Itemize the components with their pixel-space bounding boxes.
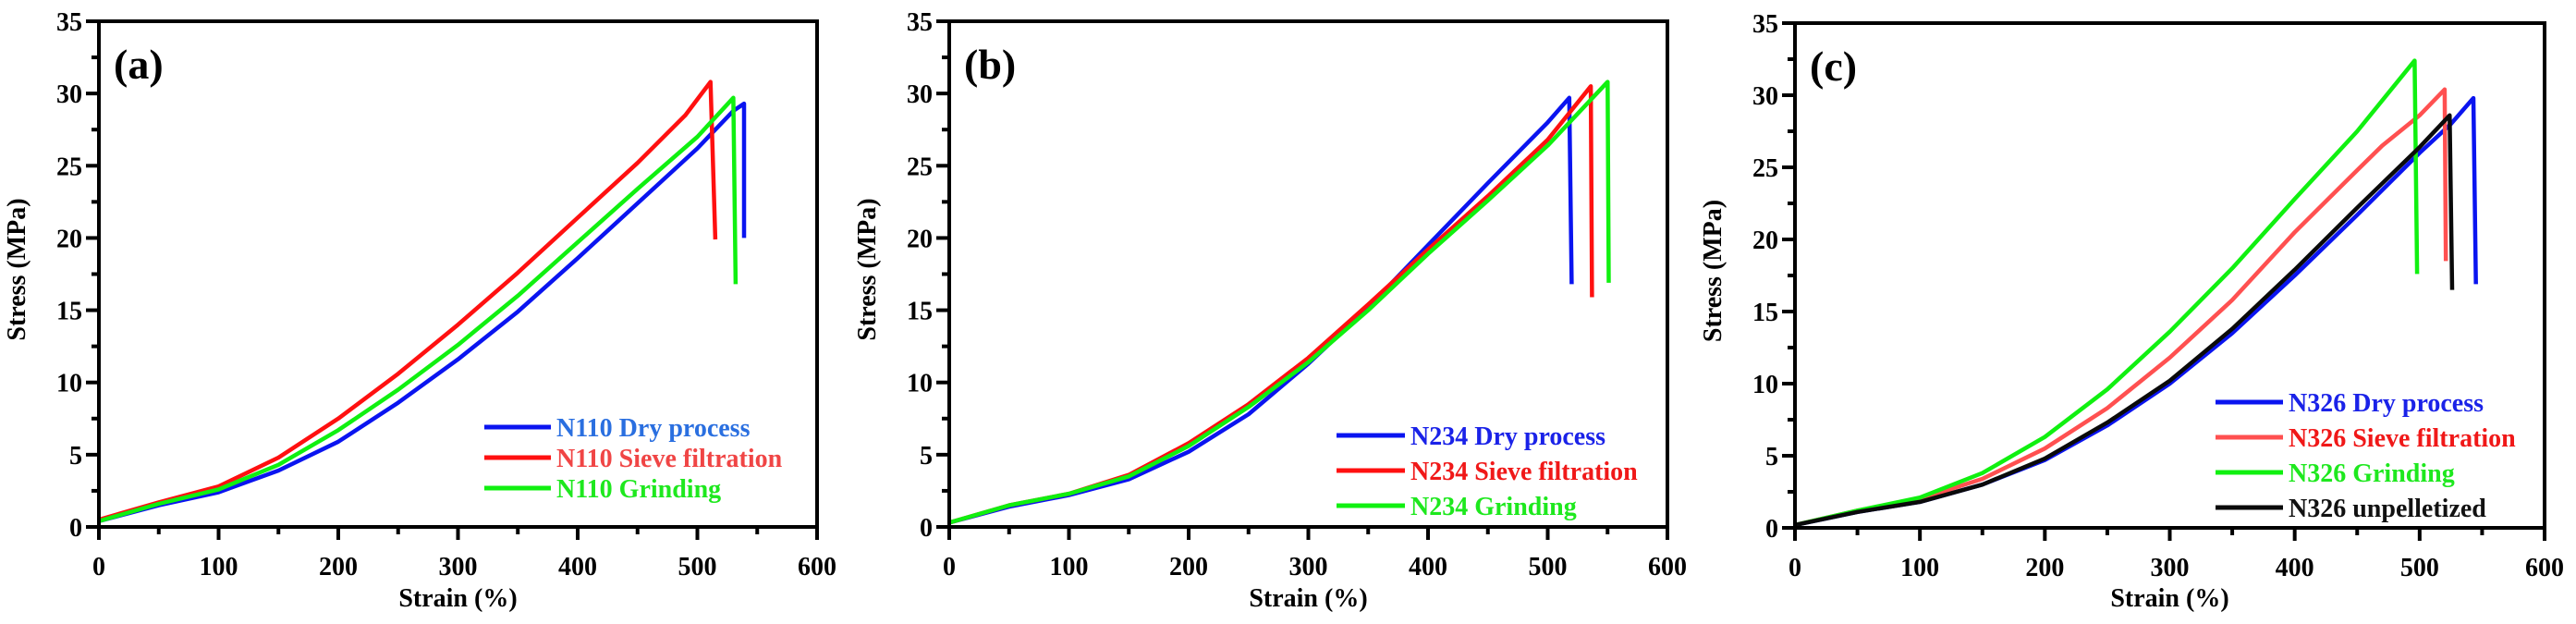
- x-tick-label: 200: [2025, 554, 2064, 582]
- y-tick-label: 10: [1752, 371, 1778, 399]
- y-tick-label: 30: [907, 80, 933, 109]
- x-axis-label: Strain (%): [398, 584, 517, 613]
- y-tick-label: 0: [69, 514, 82, 543]
- y-tick-label: 25: [907, 153, 933, 181]
- legend-label: N234 Sieve filtration: [1410, 458, 1638, 486]
- y-tick-label: 15: [907, 298, 933, 326]
- series-line-4: [1795, 113, 2455, 528]
- x-tick-label: 0: [1789, 554, 1801, 582]
- x-tick-label: 400: [1409, 553, 1447, 581]
- legend-label: N110 Dry process: [556, 414, 751, 443]
- x-tick-label: 400: [558, 553, 597, 581]
- x-tick-label: 500: [2400, 554, 2439, 582]
- y-axis-label: Stress (MPa): [853, 198, 882, 340]
- legend-label: N326 unpelletized: [2289, 495, 2486, 523]
- y-tick-label: 35: [56, 8, 82, 37]
- x-tick-label: 500: [678, 553, 717, 581]
- y-tick-label: 20: [907, 225, 933, 253]
- panel-c: 0 100 200 300 400 500 600 0 5 10 15 20 25 30 35 Strain …: [1699, 10, 2564, 613]
- legend: N234 Dry process N234 Sieve filtration N23…: [1337, 422, 1638, 521]
- x-axis-label: Strain (%): [1249, 584, 1367, 613]
- panel-label: (c): [1810, 43, 1857, 90]
- y-tick-label: 15: [1752, 299, 1778, 327]
- y-tick-label: 25: [1752, 154, 1778, 183]
- legend-label: N326 Grinding: [2289, 459, 2455, 488]
- legend: N326 Dry process N326 Sieve filtration N32…: [2216, 389, 2516, 523]
- y-tick-label: 20: [56, 225, 82, 253]
- panel-label: (a): [114, 41, 164, 88]
- x-tick-label: 200: [1169, 553, 1208, 581]
- series-line-3: [99, 95, 739, 523]
- y-axis-label: Stress (MPa): [3, 198, 31, 340]
- series-line-2: [99, 80, 718, 522]
- y-tick-label: 15: [56, 298, 82, 326]
- y-tick-label: 35: [1752, 10, 1778, 39]
- panel-a: 0 100 200 300 400 500 600 0 5 10 15 20 25 30 35 Strain …: [3, 8, 836, 613]
- x-tick-label: 600: [2525, 554, 2564, 582]
- legend-label: N326 Sieve filtration: [2289, 424, 2516, 453]
- x-tick-label: 100: [1050, 553, 1089, 581]
- y-tick-label: 10: [56, 370, 82, 398]
- y-tick-label: 10: [907, 370, 933, 398]
- x-tick-label: 400: [2276, 554, 2314, 582]
- y-tick-label: 35: [907, 8, 933, 37]
- y-tick-label: 5: [1765, 443, 1778, 471]
- y-tick-label: 20: [1752, 226, 1778, 255]
- legend-label: N326 Dry process: [2289, 389, 2484, 418]
- x-tick-label: 600: [1648, 553, 1687, 581]
- y-tick-label: 0: [1765, 515, 1778, 544]
- y-tick-label: 30: [56, 80, 82, 109]
- x-axis-label: Strain (%): [2110, 584, 2228, 613]
- x-tick-label: 300: [439, 553, 478, 581]
- series-line-3: [1795, 58, 2420, 528]
- y-tick-label: 0: [920, 514, 933, 543]
- legend-label: N110 Sieve filtration: [556, 445, 783, 473]
- series-line-1: [99, 101, 747, 523]
- panel-b: 0 100 200 300 400 500 600 0 5 10 15 20 25 30 35 Strain …: [853, 8, 1687, 613]
- x-tick-label: 300: [1289, 553, 1328, 581]
- x-tick-label: 600: [798, 553, 836, 581]
- legend-label: N110 Grinding: [556, 475, 721, 504]
- x-tick-label: 100: [1900, 554, 1939, 582]
- legend-label: N234 Dry process: [1410, 422, 1605, 451]
- panel-label: (b): [964, 41, 1016, 88]
- y-tick-label: 30: [1752, 82, 1778, 111]
- y-tick-label: 25: [56, 153, 82, 181]
- series-line-3: [949, 80, 1611, 525]
- y-tick-label: 5: [69, 442, 82, 471]
- x-tick-label: 100: [200, 553, 238, 581]
- x-tick-label: 200: [319, 553, 358, 581]
- x-tick-label: 0: [943, 553, 956, 581]
- legend-label: N234 Grinding: [1410, 493, 1577, 521]
- x-tick-label: 0: [92, 553, 105, 581]
- y-axis-label: Stress (MPa): [1699, 200, 1728, 342]
- y-tick-label: 5: [920, 442, 933, 471]
- x-tick-label: 300: [2151, 554, 2190, 582]
- x-tick-label: 500: [1529, 553, 1568, 581]
